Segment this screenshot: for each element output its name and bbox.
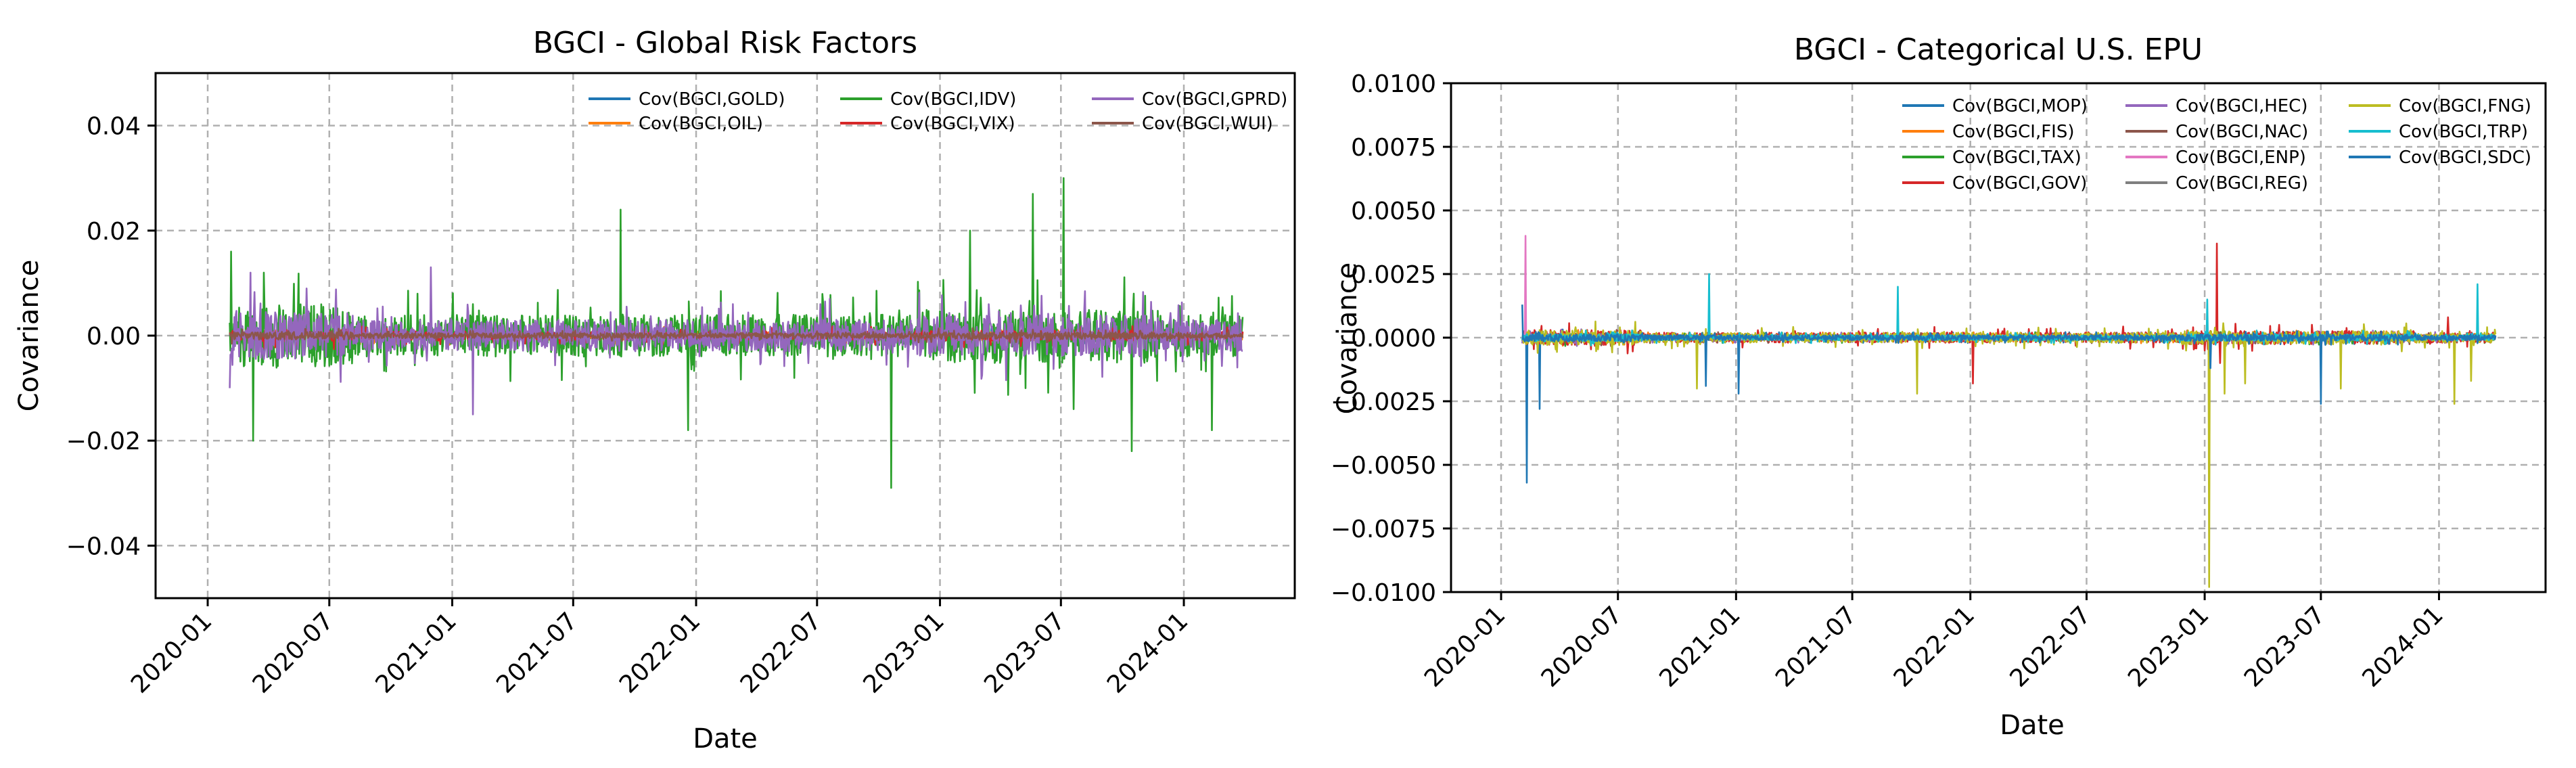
y-tick-label: −0.0075 [1331,516,1436,543]
y-tick-label: 0.0050 [1351,198,1436,225]
y-axis: 0.0100 0.0075 0.0050 0.0025 0.0000 −0.0025 −0.… [1331,70,1451,607]
series-lines [229,177,1244,489]
series-line [1521,320,2497,588]
y-tick-label: 0.0100 [1351,70,1436,98]
legend-label: Cov(BGCI,GPRD) [1142,89,1287,110]
x-tick-label: 2020-01 [1419,601,1511,692]
panel-categorical-us-epu: BGCI - Categorical U.S. EPU 0.0100 0.0075… [1331,32,2547,741]
legend: Cov(BGCI,MOP) Cov(BGCI,FIS) Cov(BGCI,TAX) C… [1902,96,2531,194]
chart-title: BGCI - Global Risk Factors [533,26,917,60]
series-line [229,327,1244,345]
y-tick-label: −0.0025 [1331,388,1436,416]
legend-label: Cov(BGCI,IDV) [890,89,1016,110]
legend-label: Cov(BGCI,MOP) [1952,96,2088,116]
legend-label: Cov(BGCI,NAC) [2176,122,2308,142]
legend: Cov(BGCI,GOLD) Cov(BGCI,OIL) Cov(BGCI,IDV)… [589,89,1287,134]
y-tick-label: 0.0025 [1351,261,1436,289]
x-axis: 2020-01 2020-07 2021-01 2021-07 2022-01 2022-… [1419,592,2449,693]
y-tick-label: 0.0000 [1351,325,1436,353]
x-tick-label: 2023-01 [858,607,950,698]
series-line [229,266,1243,415]
legend-label: Cov(BGCI,TAX) [1952,148,2082,168]
x-axis-label: Date [2000,710,2065,741]
x-tick-label: 2021-01 [371,607,462,698]
y-tick-label: −0.0050 [1331,452,1436,480]
x-tick-label: 2022-01 [1889,601,1980,692]
legend-label: Cov(BGCI,WUI) [1142,114,1273,134]
series-line [1521,242,2497,384]
legend-label: Cov(BGCI,OIL) [639,114,763,134]
legend-label: Cov(BGCI,FNG) [2399,96,2531,116]
x-axis: 2020-01 2020-07 2021-01 2021-07 2022-01 2022-… [126,598,1193,699]
legend-label: Cov(BGCI,VIX) [890,114,1015,134]
legend-label: Cov(BGCI,GOLD) [639,89,785,110]
series-lines [1521,235,2497,588]
x-tick-label: 2020-07 [1536,601,1628,692]
x-tick-label: 2024-01 [2357,601,2448,692]
x-tick-label: 2021-01 [1654,601,1745,692]
y-tick-label: −0.02 [66,428,141,455]
x-tick-label: 2021-07 [1770,601,1862,692]
x-tick-label: 2023-01 [2123,601,2214,692]
x-tick-label: 2023-07 [979,607,1070,698]
y-tick-label: 0.0075 [1351,134,1436,162]
legend-label: Cov(BGCI,GOV) [1952,173,2087,194]
y-axis-label: Covariance [1332,263,1363,415]
x-tick-label: 2022-07 [735,607,827,698]
legend-label: Cov(BGCI,FIS) [1952,122,2074,142]
x-tick-label: 2020-07 [248,607,339,698]
x-tick-label: 2022-01 [614,607,706,698]
y-tick-label: 0.02 [87,218,141,246]
x-axis-label: Date [693,723,758,754]
y-tick-label: 0.00 [87,323,141,351]
x-tick-label: 2020-01 [126,607,217,698]
x-tick-label: 2023-07 [2239,601,2330,692]
y-axis: 0.04 0.02 0.00 −0.02 −0.04 [66,113,156,560]
legend-label: Cov(BGCI,TRP) [2399,122,2528,142]
y-tick-label: 0.04 [87,113,141,141]
x-tick-label: 2024-01 [1102,607,1193,698]
series-line [1521,328,2496,484]
x-tick-label: 2022-07 [2004,601,2096,692]
chart-title: BGCI - Categorical U.S. EPU [1794,32,2203,67]
y-tick-label: −0.04 [66,533,141,560]
legend-label: Cov(BGCI,ENP) [2176,148,2306,168]
y-axis-label: Covariance [14,260,45,412]
series-line [1521,304,2497,405]
legend-label: Cov(BGCI,SDC) [2399,148,2531,168]
x-tick-label: 2021-07 [491,607,582,698]
panel-global-risk-factors: BGCI - Global Risk Factors 0.04 0.02 0.00 −… [14,26,1296,754]
series-line [1521,235,2496,343]
legend-label: Cov(BGCI,REG) [2176,173,2308,194]
y-tick-label: −0.0100 [1331,579,1436,607]
legend-label: Cov(BGCI,HEC) [2176,96,2307,116]
